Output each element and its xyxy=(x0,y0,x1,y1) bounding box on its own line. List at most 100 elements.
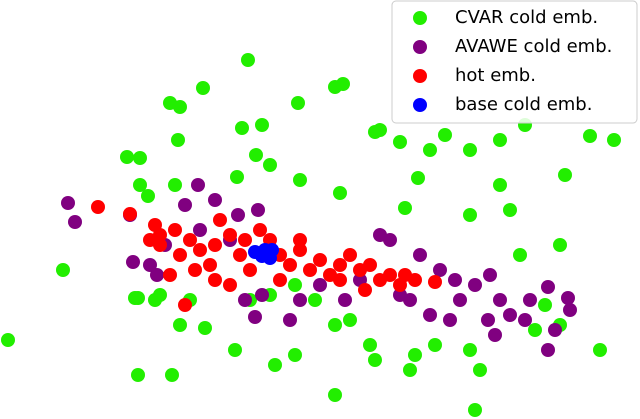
point xyxy=(403,363,417,377)
point xyxy=(293,233,307,247)
point xyxy=(61,196,75,210)
point xyxy=(328,388,342,402)
point xyxy=(328,318,342,332)
point xyxy=(583,129,597,143)
point xyxy=(173,248,187,262)
point xyxy=(143,258,157,272)
point xyxy=(178,198,192,212)
point xyxy=(338,293,352,307)
legend-label: CVAR cold emb. xyxy=(455,7,598,28)
point xyxy=(228,343,242,357)
point xyxy=(481,313,495,327)
point xyxy=(143,233,157,247)
point xyxy=(607,133,621,147)
point xyxy=(128,291,142,305)
point xyxy=(56,263,70,277)
point xyxy=(165,368,179,382)
point xyxy=(558,168,572,182)
point xyxy=(163,268,177,282)
point xyxy=(493,178,507,192)
point xyxy=(208,238,222,252)
point xyxy=(193,223,207,237)
point xyxy=(223,228,237,242)
point xyxy=(493,293,507,307)
point xyxy=(238,293,252,307)
point xyxy=(313,253,327,267)
point xyxy=(196,81,210,95)
point xyxy=(208,273,222,287)
point xyxy=(343,248,357,262)
point xyxy=(383,268,397,282)
point xyxy=(148,293,162,307)
plot-area xyxy=(1,53,621,417)
point xyxy=(198,321,212,335)
legend-marker xyxy=(413,98,427,112)
point xyxy=(273,273,287,287)
point xyxy=(368,353,382,367)
legend: CVAR cold emb. AVAWE cold emb. hot emb. bas… xyxy=(391,0,638,124)
legend-box xyxy=(391,0,638,124)
legend-marker xyxy=(413,11,427,25)
point xyxy=(213,213,227,227)
point xyxy=(1,333,15,347)
point xyxy=(288,348,302,362)
point xyxy=(203,258,217,272)
point xyxy=(423,308,437,322)
point xyxy=(223,278,237,292)
point xyxy=(255,118,269,132)
point xyxy=(513,248,527,262)
point xyxy=(230,170,244,184)
point xyxy=(91,200,105,214)
point xyxy=(483,268,497,282)
point xyxy=(428,338,442,352)
point xyxy=(150,268,164,282)
point xyxy=(541,280,555,294)
point xyxy=(313,278,327,292)
legend-label: base cold emb. xyxy=(455,94,592,115)
point xyxy=(563,303,577,317)
point xyxy=(428,275,442,289)
point xyxy=(383,233,397,247)
point xyxy=(193,243,207,257)
point xyxy=(358,283,372,297)
point xyxy=(468,278,482,292)
point xyxy=(561,291,575,305)
point xyxy=(503,203,517,217)
point xyxy=(248,310,262,324)
point xyxy=(443,313,457,327)
point xyxy=(133,178,147,192)
point xyxy=(411,171,425,185)
point xyxy=(518,313,532,327)
point xyxy=(473,363,487,377)
legend-marker xyxy=(413,40,427,54)
point xyxy=(173,100,187,114)
point xyxy=(363,258,377,272)
point xyxy=(133,151,147,165)
point xyxy=(413,248,427,262)
legend-label: hot emb. xyxy=(455,65,536,86)
point xyxy=(171,133,185,147)
point xyxy=(168,178,182,192)
point xyxy=(343,313,357,327)
point xyxy=(183,233,197,247)
point xyxy=(253,223,267,237)
point xyxy=(488,328,502,342)
point xyxy=(293,243,307,257)
point xyxy=(408,273,422,287)
point xyxy=(593,343,607,357)
point xyxy=(235,121,249,135)
point xyxy=(333,273,347,287)
point xyxy=(303,263,317,277)
point xyxy=(373,123,387,137)
point xyxy=(123,207,137,221)
point xyxy=(120,150,134,164)
legend-label: AVAWE cold emb. xyxy=(455,36,612,57)
point xyxy=(398,201,412,215)
point xyxy=(523,293,537,307)
point xyxy=(241,53,255,67)
point xyxy=(231,208,245,222)
point xyxy=(238,233,252,247)
point xyxy=(263,158,277,172)
point xyxy=(268,358,282,372)
